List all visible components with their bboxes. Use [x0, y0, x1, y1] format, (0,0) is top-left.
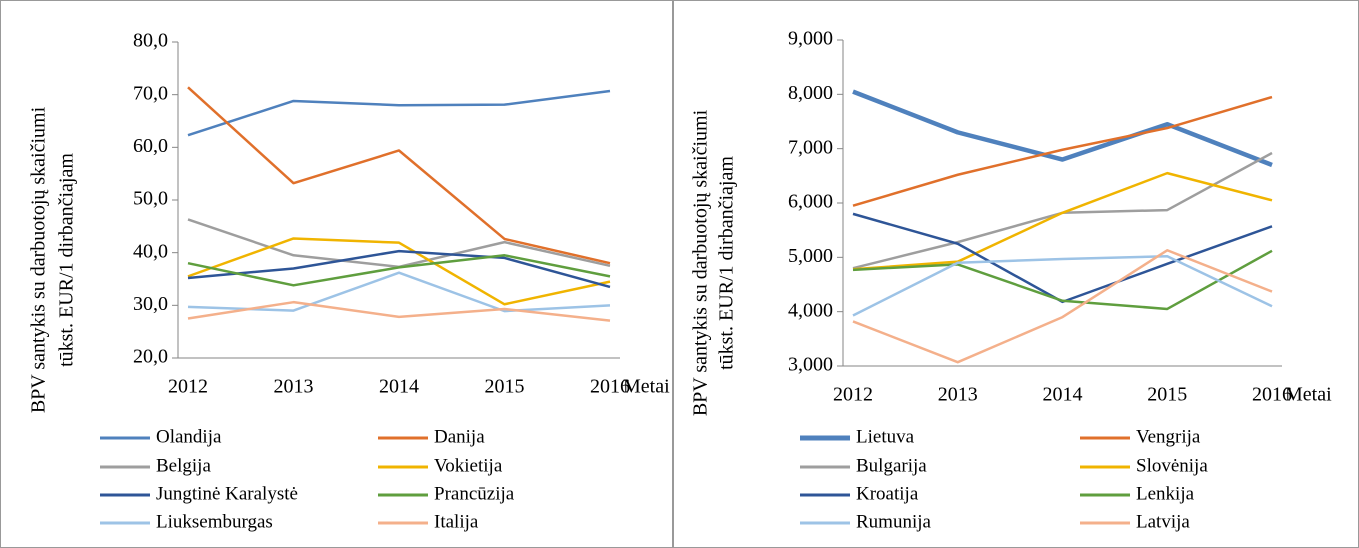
y-tick-label: 70,0 — [133, 82, 168, 104]
series-line — [187, 300, 611, 322]
x-axis-label: Metai — [1285, 384, 1332, 406]
series-line — [852, 171, 1273, 271]
series-line — [852, 95, 1273, 207]
series-line — [187, 271, 611, 313]
series-line — [852, 89, 1273, 168]
legend-label: Slovėnija — [1136, 455, 1208, 476]
y-axis-label: BPV santykis su darbuotojų skaičiumi — [28, 106, 50, 413]
y-tick-label: 80,0 — [133, 30, 168, 52]
legend-label: Rumunija — [856, 511, 932, 532]
legend-label: Prancūzija — [434, 483, 515, 504]
series-line — [187, 237, 611, 306]
y-tick-label: 50,0 — [133, 188, 168, 210]
y-tick-label: 3,000 — [788, 354, 833, 376]
legend-label: Bulgarija — [856, 455, 927, 476]
series-line — [852, 254, 1273, 317]
x-axis-label: Metai — [623, 376, 670, 398]
y-axis-label: tūkst. EUR/1 dirbančiajam — [716, 156, 738, 370]
legend-label: Belgija — [156, 455, 211, 476]
series-line — [187, 254, 611, 287]
y-tick-label: 6,000 — [788, 191, 833, 213]
y-tick-label: 8,000 — [788, 82, 833, 104]
x-tick-label: 2013 — [274, 376, 314, 398]
y-tick-label: 30,0 — [133, 293, 168, 315]
series-line — [187, 86, 611, 265]
y-tick-label: 9,000 — [788, 28, 833, 50]
x-tick-label: 2016 — [590, 376, 630, 398]
y-axis-label: tūkst. EUR/1 dirbančiajam — [56, 153, 78, 367]
x-tick-label: 2015 — [485, 376, 525, 398]
legend-label: Vengrija — [1136, 426, 1201, 447]
series-line — [187, 249, 611, 289]
legend-label: Kroatija — [856, 483, 919, 504]
x-tick-label: 2014 — [379, 376, 419, 398]
y-axis-label: BPV santykis su darbuotojų skaičiumi — [690, 109, 712, 416]
series-line — [187, 89, 611, 137]
y-tick-label: 20,0 — [133, 346, 168, 368]
x-tick-label: 2012 — [833, 384, 873, 406]
series-line — [852, 151, 1273, 270]
x-tick-label: 2012 — [168, 376, 208, 398]
legend-label: Jungtinė Karalystė — [156, 483, 298, 504]
legend-label: Italija — [434, 511, 479, 532]
x-tick-label: 2016 — [1252, 384, 1292, 406]
legend-label: Lietuva — [856, 426, 915, 447]
legend-label: Vokietija — [434, 455, 503, 476]
y-tick-label: 40,0 — [133, 240, 168, 262]
legend-label: Liuksemburgas — [156, 511, 273, 532]
series-line — [852, 249, 1273, 311]
y-tick-label: 7,000 — [788, 136, 833, 158]
x-tick-label: 2015 — [1147, 384, 1187, 406]
x-tick-label: 2013 — [938, 384, 978, 406]
legend-label: Olandija — [156, 426, 222, 447]
y-tick-label: 60,0 — [133, 135, 168, 157]
legend-label: Danija — [434, 426, 485, 447]
x-tick-label: 2014 — [1043, 384, 1083, 406]
legend-label: Lenkija — [1136, 483, 1195, 504]
legend-label: Latvija — [1136, 511, 1190, 532]
y-tick-label: 4,000 — [788, 299, 833, 321]
y-tick-label: 5,000 — [788, 245, 833, 267]
series-line — [852, 249, 1273, 364]
